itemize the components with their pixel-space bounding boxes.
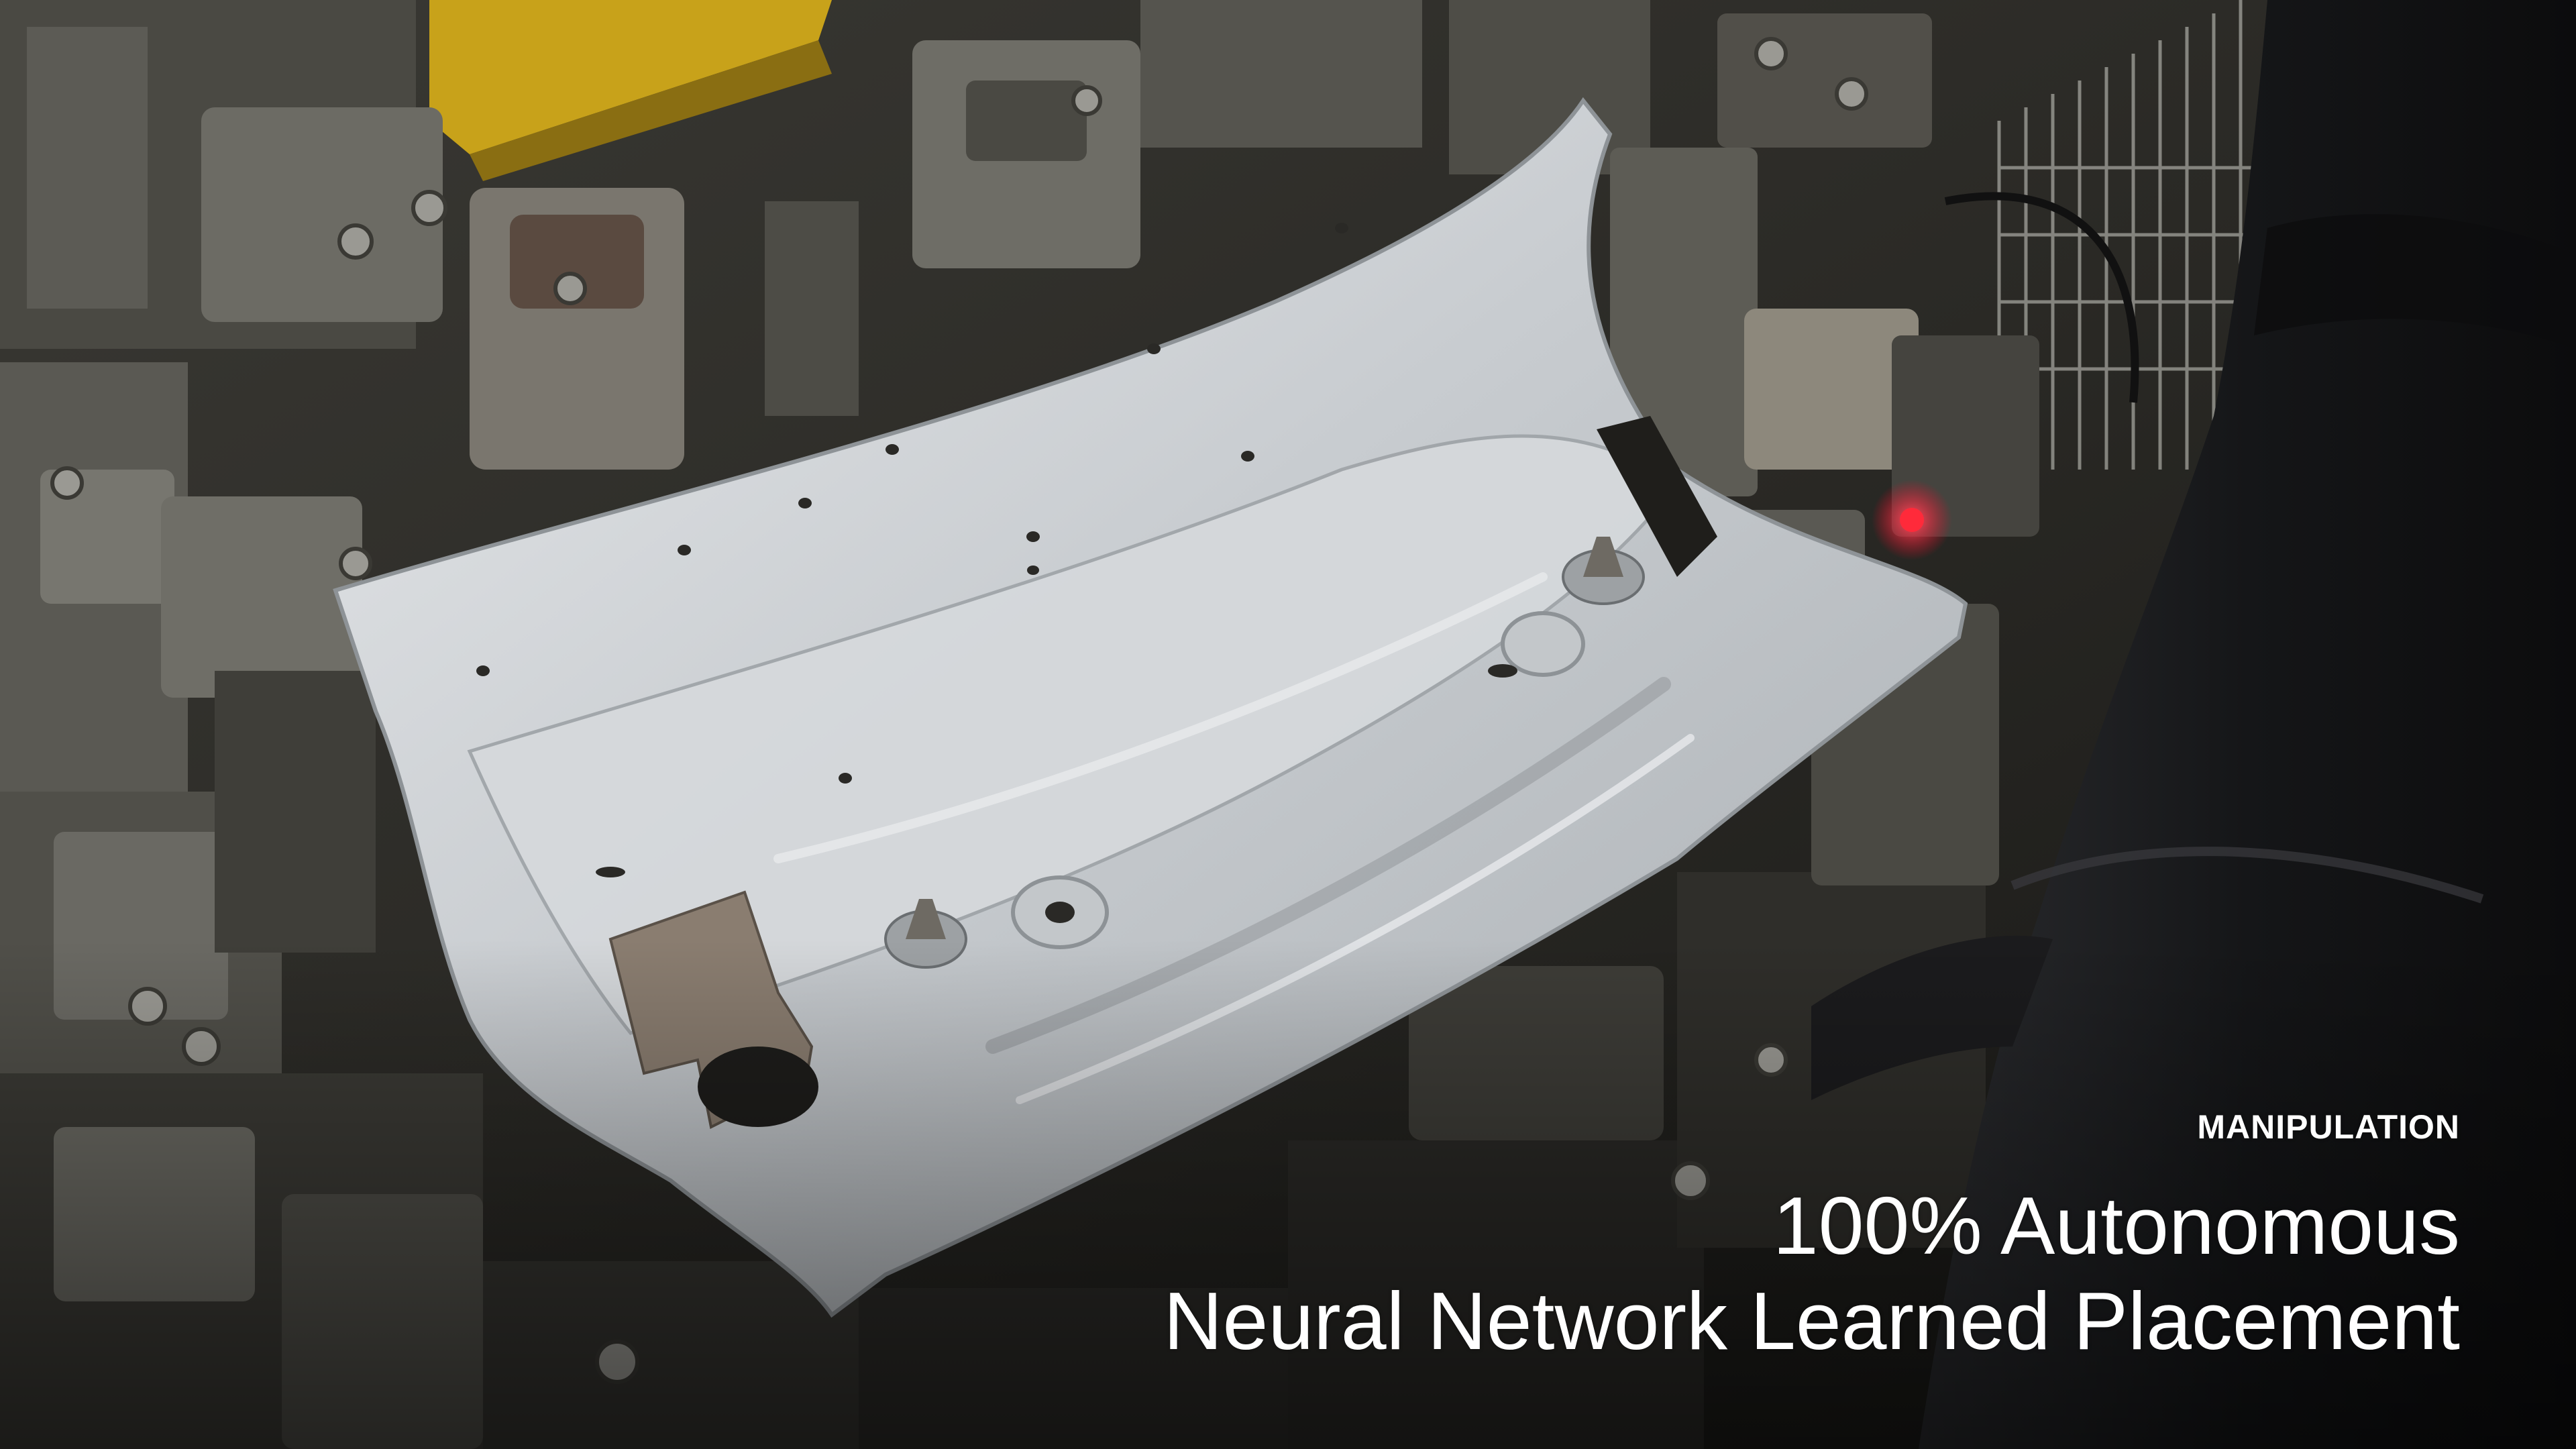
caption-headline-line1: 100% Autonomous (1772, 1180, 2460, 1271)
caption-category-label: MANIPULATION (2197, 1108, 2460, 1146)
locating-pin (1562, 537, 1645, 605)
caption-headline-line2: Neural Network Learned Placement (1163, 1275, 2460, 1366)
video-caption: MANIPULATION 100% Autonomous Neural Netw… (1163, 1107, 2460, 1368)
